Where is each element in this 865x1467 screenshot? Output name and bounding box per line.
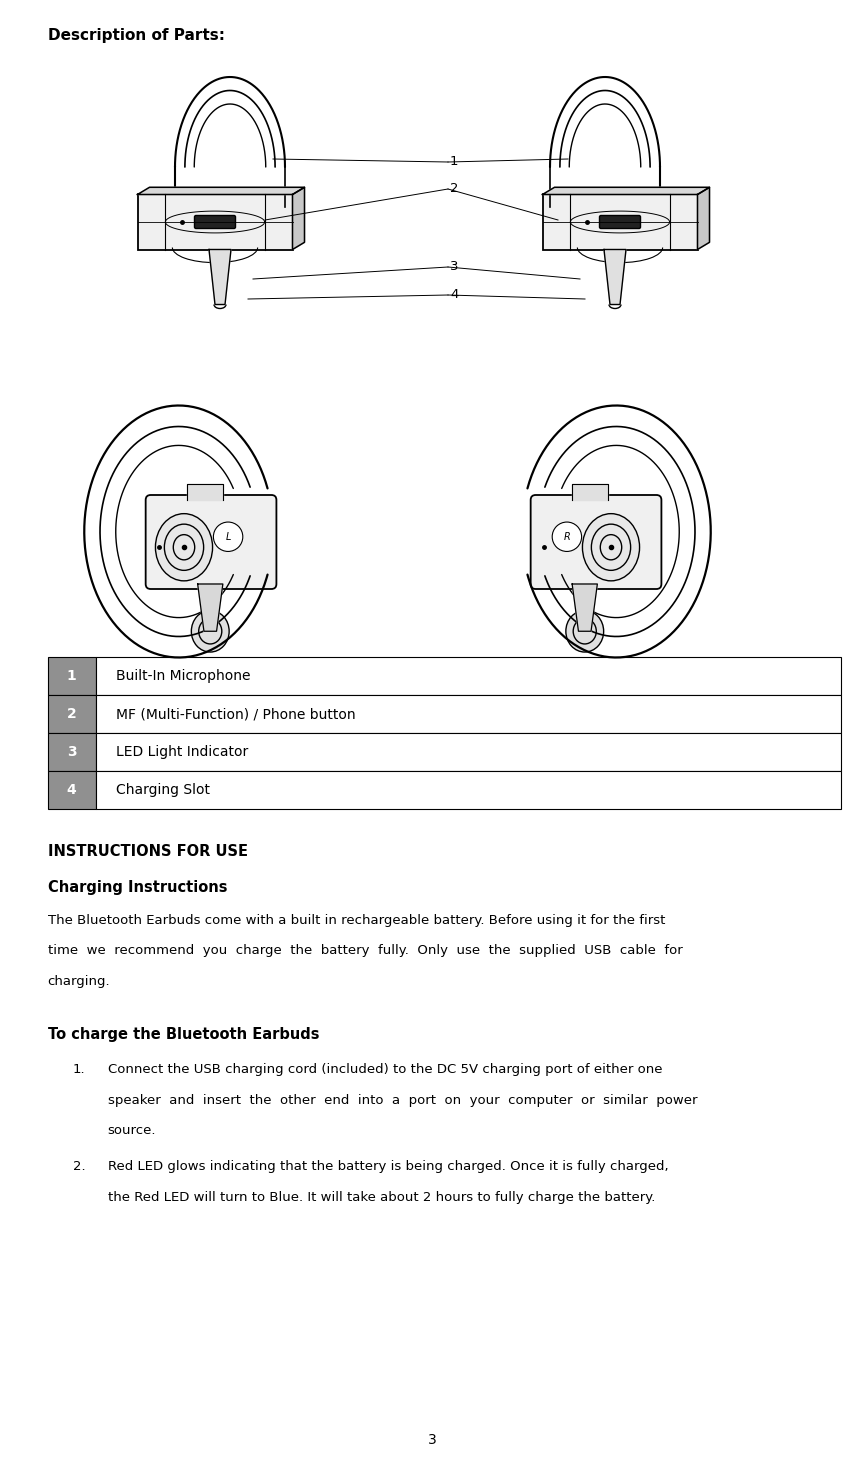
Bar bbox=[95, 657, 841, 695]
Text: source.: source. bbox=[107, 1125, 156, 1137]
Text: The Bluetooth Earbuds come with a built in rechargeable battery. Before using it: The Bluetooth Earbuds come with a built … bbox=[48, 914, 665, 927]
Text: speaker  and  insert  the  other  end  into  a  port  on  your  computer  or  si: speaker and insert the other end into a … bbox=[107, 1094, 697, 1108]
Text: Description of Parts:: Description of Parts: bbox=[48, 28, 225, 43]
Text: charging.: charging. bbox=[48, 976, 110, 987]
Ellipse shape bbox=[582, 513, 639, 581]
Bar bbox=[95, 772, 841, 808]
Text: 1: 1 bbox=[67, 669, 76, 684]
Text: 1.: 1. bbox=[73, 1064, 85, 1077]
Ellipse shape bbox=[573, 619, 596, 644]
Circle shape bbox=[214, 522, 243, 552]
Bar bbox=[95, 734, 841, 772]
Text: Red LED glows indicating that the battery is being charged. Once it is fully cha: Red LED glows indicating that the batter… bbox=[107, 1160, 668, 1174]
Polygon shape bbox=[187, 484, 223, 500]
Text: Connect the USB charging cord (included) to the DC 5V charging port of either on: Connect the USB charging cord (included)… bbox=[107, 1064, 662, 1077]
Bar bbox=[542, 195, 697, 249]
Ellipse shape bbox=[191, 610, 229, 651]
Polygon shape bbox=[572, 584, 598, 631]
Text: Charging Slot: Charging Slot bbox=[116, 783, 209, 797]
Polygon shape bbox=[138, 188, 304, 195]
FancyBboxPatch shape bbox=[599, 216, 640, 229]
Text: LED Light Indicator: LED Light Indicator bbox=[116, 745, 248, 758]
Polygon shape bbox=[197, 584, 223, 631]
Ellipse shape bbox=[164, 524, 203, 571]
FancyBboxPatch shape bbox=[145, 494, 277, 588]
Polygon shape bbox=[292, 188, 304, 249]
Text: To charge the Bluetooth Earbuds: To charge the Bluetooth Earbuds bbox=[48, 1027, 319, 1043]
Bar bbox=[48, 695, 95, 734]
Text: Charging Instructions: Charging Instructions bbox=[48, 880, 227, 895]
Text: 3: 3 bbox=[67, 745, 76, 758]
Text: L: L bbox=[226, 531, 231, 541]
Polygon shape bbox=[542, 188, 709, 195]
Bar bbox=[48, 657, 95, 695]
Ellipse shape bbox=[156, 513, 213, 581]
Text: 3: 3 bbox=[428, 1433, 437, 1446]
Text: 4: 4 bbox=[67, 783, 76, 797]
Text: 4: 4 bbox=[450, 289, 458, 302]
Polygon shape bbox=[572, 484, 608, 500]
Bar bbox=[48, 734, 95, 772]
Text: 1: 1 bbox=[450, 156, 458, 169]
Bar bbox=[138, 195, 292, 249]
Text: time  we  recommend  you  charge  the  battery  fully.  Only  use  the  supplied: time we recommend you charge the battery… bbox=[48, 945, 682, 958]
Ellipse shape bbox=[566, 610, 604, 651]
Ellipse shape bbox=[592, 524, 631, 571]
Ellipse shape bbox=[199, 619, 221, 644]
FancyBboxPatch shape bbox=[530, 494, 662, 588]
Ellipse shape bbox=[173, 534, 195, 560]
Circle shape bbox=[552, 522, 581, 552]
FancyBboxPatch shape bbox=[195, 216, 235, 229]
Text: R: R bbox=[563, 531, 570, 541]
Polygon shape bbox=[697, 188, 709, 249]
Bar bbox=[95, 695, 841, 734]
Text: 3: 3 bbox=[450, 261, 458, 273]
Text: Built-In Microphone: Built-In Microphone bbox=[116, 669, 250, 684]
Text: 2.: 2. bbox=[73, 1160, 85, 1174]
Ellipse shape bbox=[600, 534, 622, 560]
Polygon shape bbox=[604, 249, 626, 305]
Text: INSTRUCTIONS FOR USE: INSTRUCTIONS FOR USE bbox=[48, 844, 247, 860]
Text: the Red LED will turn to Blue. It will take about 2 hours to fully charge the ba: the Red LED will turn to Blue. It will t… bbox=[107, 1191, 655, 1203]
Text: MF (Multi-Function) / Phone button: MF (Multi-Function) / Phone button bbox=[116, 707, 356, 720]
Text: 2: 2 bbox=[450, 182, 458, 195]
Bar bbox=[48, 772, 95, 808]
Text: 2: 2 bbox=[67, 707, 76, 720]
Polygon shape bbox=[209, 249, 231, 305]
